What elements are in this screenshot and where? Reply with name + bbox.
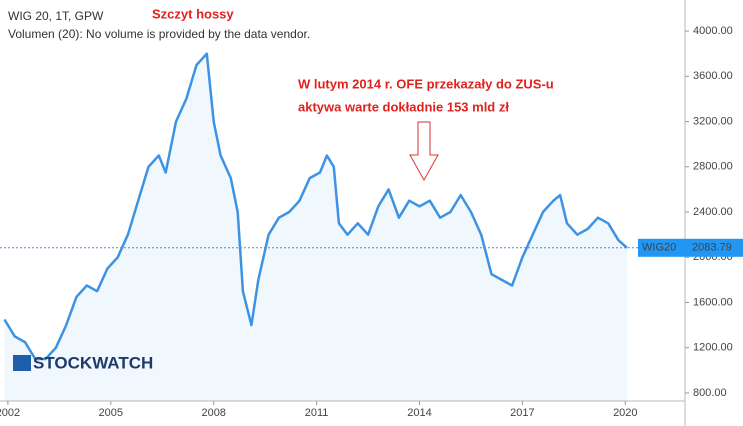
chart-subtitle: Volumen (20): No volume is provided by t… [8,27,310,41]
chart-title: WIG 20, 1T, GPW [8,9,104,23]
annotation: aktywa warte dokładnie 153 mld zł [298,99,509,114]
x-tick-label: 2014 [407,407,431,419]
x-tick-label: 2020 [613,407,637,419]
y-tick-label: 4000.00 [693,25,733,37]
last-value-label: 2083.79 [692,242,732,254]
y-tick-label: 800.00 [693,387,727,399]
x-tick-label: 2017 [510,407,534,419]
x-tick-label: 2011 [305,407,329,419]
y-tick-label: 1600.00 [693,296,733,308]
last-value-box [638,238,743,257]
y-tick-label: 1200.00 [693,342,733,354]
logo: STOCKWATCH [33,353,153,372]
annotation: Szczyt hossy [152,6,234,21]
area [4,53,628,401]
x-tick-label: 2008 [201,407,225,419]
line [3,52,628,361]
logo-icon [13,355,31,371]
series-name: WIG20 [642,242,676,254]
annotation: W lutym 2014 r. OFE przekazały do ZUS-u [298,76,554,91]
y-tick-label: 2800.00 [693,161,733,173]
y-tick-label: 3200.00 [693,115,733,127]
arrow [409,121,439,182]
plot-area [3,52,628,401]
y-tick-label: 3600.00 [693,70,733,82]
y-tick-label: 2400.00 [693,206,733,218]
x-tick-label: 2005 [99,407,123,419]
x-tick-label: 2002 [0,407,20,419]
